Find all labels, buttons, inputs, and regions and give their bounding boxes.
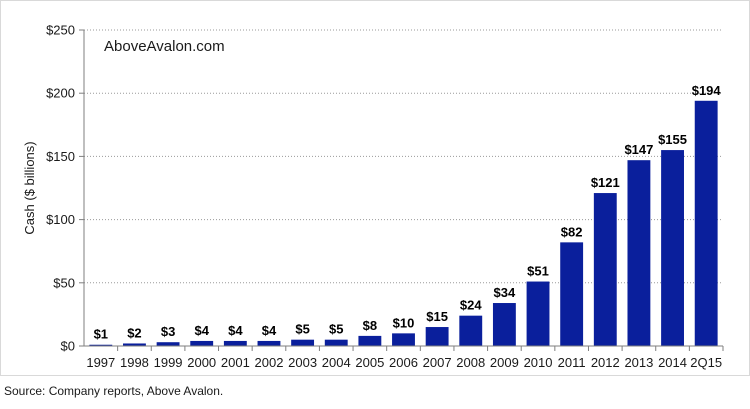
bar-2005 <box>358 335 382 346</box>
y-tick-label: $0 <box>61 339 75 354</box>
x-tick-label: 2002 <box>255 355 284 370</box>
bar-2003 <box>291 339 315 346</box>
data-label-2010: $51 <box>527 264 549 279</box>
y-tick-label: $100 <box>46 212 75 227</box>
bar-2010 <box>526 281 550 346</box>
x-tick-label: 2Q15 <box>690 355 722 370</box>
bar-2009 <box>492 303 516 346</box>
bar-2Q15 <box>694 100 718 346</box>
x-tick-label: 2009 <box>490 355 519 370</box>
x-tick-label: 2000 <box>187 355 216 370</box>
data-label-2012: $121 <box>591 175 620 190</box>
bar-2012 <box>593 193 617 346</box>
bar-2000 <box>190 340 214 346</box>
data-label-1997: $1 <box>94 327 108 342</box>
x-tick-label: 2001 <box>221 355 250 370</box>
bar-2007 <box>425 327 449 346</box>
x-tick-label: 2014 <box>658 355 687 370</box>
x-tick-label: 2010 <box>524 355 553 370</box>
chart-frame: $0 $50 $100 $150 $200 $250 $1 $2 $3 $4 $4 $4 $5 $5 $8… <box>0 0 750 376</box>
x-tick-label: 2012 <box>591 355 620 370</box>
x-tick-label: 2004 <box>322 355 351 370</box>
x-tick-label: 2013 <box>624 355 653 370</box>
bar-1999 <box>156 342 180 346</box>
bar-2002 <box>257 340 281 346</box>
bar-2004 <box>324 339 348 346</box>
bar-2001 <box>223 340 247 346</box>
bar-chart: $0 $50 $100 $150 $200 $250 $1 $2 $3 $4 $4 $4 $5 $5 $8… <box>22 23 724 370</box>
data-label-2000: $4 <box>194 323 209 338</box>
data-label-2002: $4 <box>262 323 277 338</box>
x-axis-ticks: 1997 1998 1999 2000 2001 2002 2003 2004 2005 2006… <box>86 346 724 370</box>
data-label-2008: $24 <box>460 298 482 313</box>
x-tick-label: 2007 <box>423 355 452 370</box>
data-label-1999: $3 <box>161 324 175 339</box>
source-note: Source: Company reports, Above Avalon. <box>4 384 224 398</box>
bar-2006 <box>392 333 415 346</box>
bar-1998 <box>123 343 146 346</box>
data-labels: $1 $2 $3 $4 $4 $4 $5 $5 $8 $10 $15 $24 $34 $51 $82 $121… <box>94 83 722 342</box>
data-label-2011: $82 <box>561 224 583 239</box>
data-label-2001: $4 <box>228 323 243 338</box>
data-label-2003: $5 <box>295 322 309 337</box>
x-tick-label: 1998 <box>120 355 149 370</box>
bars <box>89 100 718 346</box>
y-tick-label: $150 <box>46 149 75 164</box>
x-tick-label: 1997 <box>86 355 115 370</box>
data-label-2014: $155 <box>658 132 687 147</box>
y-axis-ticks: $0 $50 $100 $150 $200 $250 <box>46 23 84 354</box>
x-tick-label: 2003 <box>288 355 317 370</box>
x-tick-label: 2005 <box>355 355 384 370</box>
bar-1997 <box>89 344 113 346</box>
bar-2014 <box>661 150 684 346</box>
data-label-2005: $8 <box>363 318 377 333</box>
x-tick-label: 2006 <box>389 355 418 370</box>
bar-2013 <box>627 160 651 346</box>
watermark-text: AboveAvalon.com <box>104 38 225 55</box>
bar-2008 <box>459 315 483 346</box>
y-tick-label: $250 <box>46 23 75 38</box>
x-tick-label: 1999 <box>154 355 183 370</box>
y-tick-label: $50 <box>53 275 75 290</box>
x-tick-label: 2011 <box>558 355 586 370</box>
data-label-2007: $15 <box>426 309 448 324</box>
data-label-2009: $34 <box>494 285 516 300</box>
data-label-2Q15: $194 <box>692 83 722 98</box>
y-tick-label: $200 <box>46 86 75 101</box>
data-label-2006: $10 <box>393 315 415 330</box>
y-axis-title: Cash ($ billions) <box>22 141 37 234</box>
data-label-2004: $5 <box>329 322 343 337</box>
data-label-2013: $147 <box>624 142 653 157</box>
x-tick-label: 2008 <box>456 355 485 370</box>
data-label-1998: $2 <box>127 325 141 340</box>
bar-2011 <box>560 242 584 346</box>
